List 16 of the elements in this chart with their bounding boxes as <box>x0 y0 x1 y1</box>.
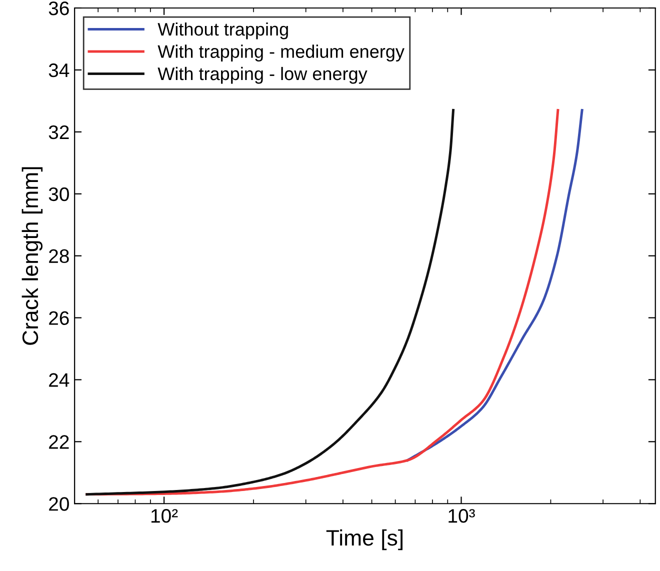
y-tick-label: 32 <box>48 125 69 140</box>
legend-label: With trapping - low energy <box>158 66 368 84</box>
y-tick-label: 24 <box>49 373 70 387</box>
legend-label: Without trapping <box>158 22 288 40</box>
y-tick-label: 34 <box>48 63 70 78</box>
x-tick-label: 10² <box>151 508 178 523</box>
x-tick-label: 10³ <box>448 508 475 523</box>
y-tick-label: 26 <box>49 311 69 325</box>
y-axis-title: Crack length [mm] <box>22 167 43 345</box>
y-tick-label: 28 <box>49 249 69 264</box>
legend-label: With trapping - medium energy <box>158 44 404 62</box>
x-axis-title: Time [s] <box>326 529 402 550</box>
y-tick-label: 22 <box>49 435 69 449</box>
y-tick-label: 36 <box>48 1 69 16</box>
y-tick-label: 20 <box>49 497 69 511</box>
y-tick-label: 30 <box>48 187 69 202</box>
